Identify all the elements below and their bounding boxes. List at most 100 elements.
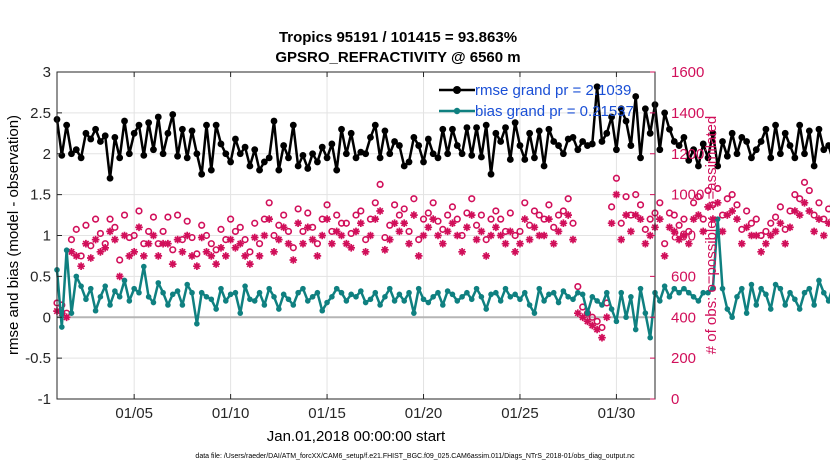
rmse-point <box>545 125 553 133</box>
bias-point <box>102 283 109 289</box>
bias-point <box>753 302 760 308</box>
rmse-point <box>217 140 225 148</box>
rmse-point <box>342 150 350 158</box>
possible-point <box>685 227 693 236</box>
bias-point <box>536 285 543 292</box>
x-axis-label: Jan.01,2018 00:00:00 start <box>267 428 446 445</box>
bias-point <box>251 298 258 304</box>
possible-point <box>183 217 191 225</box>
rmse-point <box>391 138 398 145</box>
assimilated-point <box>226 235 235 244</box>
bias-point <box>560 288 567 294</box>
possible-point <box>255 240 264 248</box>
assimilated-point <box>482 252 490 260</box>
rmse-point <box>670 138 678 145</box>
rmse-point <box>796 121 804 129</box>
rmse-point <box>559 150 567 158</box>
possible-point <box>675 221 683 229</box>
assimilated-point <box>386 235 394 244</box>
bias-point <box>165 302 171 308</box>
bias-point <box>333 285 340 292</box>
rmse-point <box>738 134 746 141</box>
assimilated-point <box>115 272 124 281</box>
bias-point <box>570 296 576 303</box>
rmse-point <box>588 140 596 148</box>
rmse-point <box>318 143 326 151</box>
possible-point <box>506 209 514 217</box>
bias-point <box>710 285 716 292</box>
possible-point <box>511 231 519 240</box>
assimilated-point <box>694 211 703 219</box>
possible-point <box>805 186 813 195</box>
possible-point <box>448 203 457 211</box>
assimilated-point <box>352 227 360 236</box>
possible-point <box>91 215 100 223</box>
y-left-tick-label: 2 <box>43 146 51 163</box>
bias-point <box>748 281 755 288</box>
bias-point <box>112 288 118 294</box>
rmse-point <box>386 150 394 158</box>
bias-point <box>555 299 562 306</box>
legend-bias-marker <box>453 107 461 115</box>
bias-point <box>141 263 147 270</box>
bias-point <box>666 294 673 300</box>
assimilated-point <box>260 231 269 240</box>
bias-point <box>78 283 84 289</box>
bias-point <box>719 285 726 292</box>
assimilated-point <box>815 215 823 223</box>
assimilated-point <box>588 321 597 330</box>
bias-point <box>661 283 668 289</box>
rmse-point <box>260 158 268 166</box>
possible-point <box>135 207 143 215</box>
possible-point <box>453 215 461 223</box>
assimilated-point <box>376 207 384 215</box>
assimilated-point <box>733 215 741 223</box>
assimilated-point <box>284 239 293 248</box>
rmse-point <box>429 150 437 158</box>
assimilated-point <box>569 235 577 244</box>
assimilated-point <box>795 211 804 219</box>
assimilated-point <box>106 227 114 236</box>
y-right-tick-label: 600 <box>671 268 696 285</box>
rmse-point <box>309 150 316 158</box>
rmse-point <box>497 138 505 145</box>
assimilated-point <box>511 248 519 256</box>
assimilated-point <box>448 219 457 227</box>
assimilated-point <box>458 248 466 256</box>
bias-point <box>632 326 639 333</box>
assimilated-point <box>405 239 413 248</box>
assimilated-point <box>598 333 606 342</box>
bias-point <box>155 280 162 286</box>
possible-point <box>704 186 712 195</box>
possible-point <box>376 180 384 189</box>
bias-point <box>131 285 137 292</box>
rmse-point <box>265 154 273 162</box>
assimilated-point <box>781 239 789 248</box>
y-axis-right-label: # of obs: o=possible; ∗=assimilated <box>703 116 720 355</box>
bias-point <box>343 298 350 304</box>
assimilated-point <box>636 215 645 223</box>
assimilated-point <box>337 231 346 240</box>
rmse-point <box>666 125 673 133</box>
bias-point <box>309 294 316 300</box>
possible-point <box>622 193 630 201</box>
bias-point <box>734 294 740 300</box>
bias-point <box>806 285 813 292</box>
y-left-tick-label: 3 <box>43 64 51 81</box>
rmse-point <box>743 138 751 145</box>
assimilated-point <box>202 248 211 256</box>
rmse-point <box>106 174 114 182</box>
assimilated-point <box>193 262 201 270</box>
rmse-point <box>207 166 215 174</box>
bias-point <box>444 288 451 294</box>
bias-point <box>575 289 581 296</box>
possible-point <box>130 231 138 240</box>
rmse-point <box>367 134 374 141</box>
bias-point <box>208 296 215 303</box>
y-left-tick-label: 0 <box>43 309 51 326</box>
possible-point <box>284 227 293 236</box>
rmse-point <box>178 125 186 133</box>
rmse-point <box>333 166 341 174</box>
rmse-point <box>593 83 601 91</box>
assimilated-point <box>477 227 486 236</box>
